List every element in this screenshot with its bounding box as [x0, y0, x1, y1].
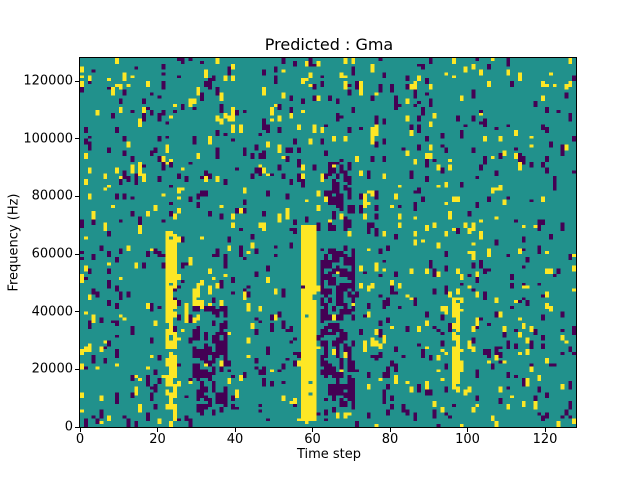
y-tick-label: 120000: [23, 73, 73, 89]
x-tick-label: 20: [149, 432, 166, 447]
x-tick-mark: [544, 428, 546, 432]
y-tick-label: 60000: [31, 246, 73, 262]
y-tick-mark: [75, 426, 79, 428]
y-tick-mark: [75, 253, 79, 255]
x-tick-label: 120: [532, 432, 558, 447]
y-tick-label: 40000: [31, 304, 73, 320]
y-axis-label: Frequency (Hz): [6, 193, 22, 292]
x-tick-mark: [234, 428, 236, 432]
y-tick-mark: [75, 80, 79, 82]
x-tick-mark: [79, 428, 81, 432]
y-tick-mark: [75, 368, 79, 370]
chart-title: Predicted : Gma: [264, 35, 394, 54]
y-tick-mark: [75, 138, 79, 140]
y-tick-label: 80000: [31, 188, 73, 204]
heatmap-canvas: [80, 58, 576, 427]
x-tick-mark: [389, 428, 391, 432]
y-tick-mark: [75, 311, 79, 313]
plot-area: [79, 57, 577, 428]
x-tick-label: 60: [304, 432, 321, 447]
x-tick-label: 40: [226, 432, 244, 447]
x-axis-label: Time step: [296, 447, 362, 462]
y-tick-label: 0: [64, 419, 73, 435]
x-tick-mark: [467, 428, 468, 432]
y-tick-label: 20000: [31, 361, 73, 377]
y-tick-label: 100000: [23, 131, 73, 147]
x-tick-label: 100: [455, 432, 480, 447]
x-tick-label: 0: [75, 432, 85, 447]
x-tick-label: 80: [381, 432, 399, 447]
x-tick-mark: [312, 428, 313, 432]
x-tick-mark: [157, 428, 158, 432]
y-tick-mark: [75, 195, 79, 197]
